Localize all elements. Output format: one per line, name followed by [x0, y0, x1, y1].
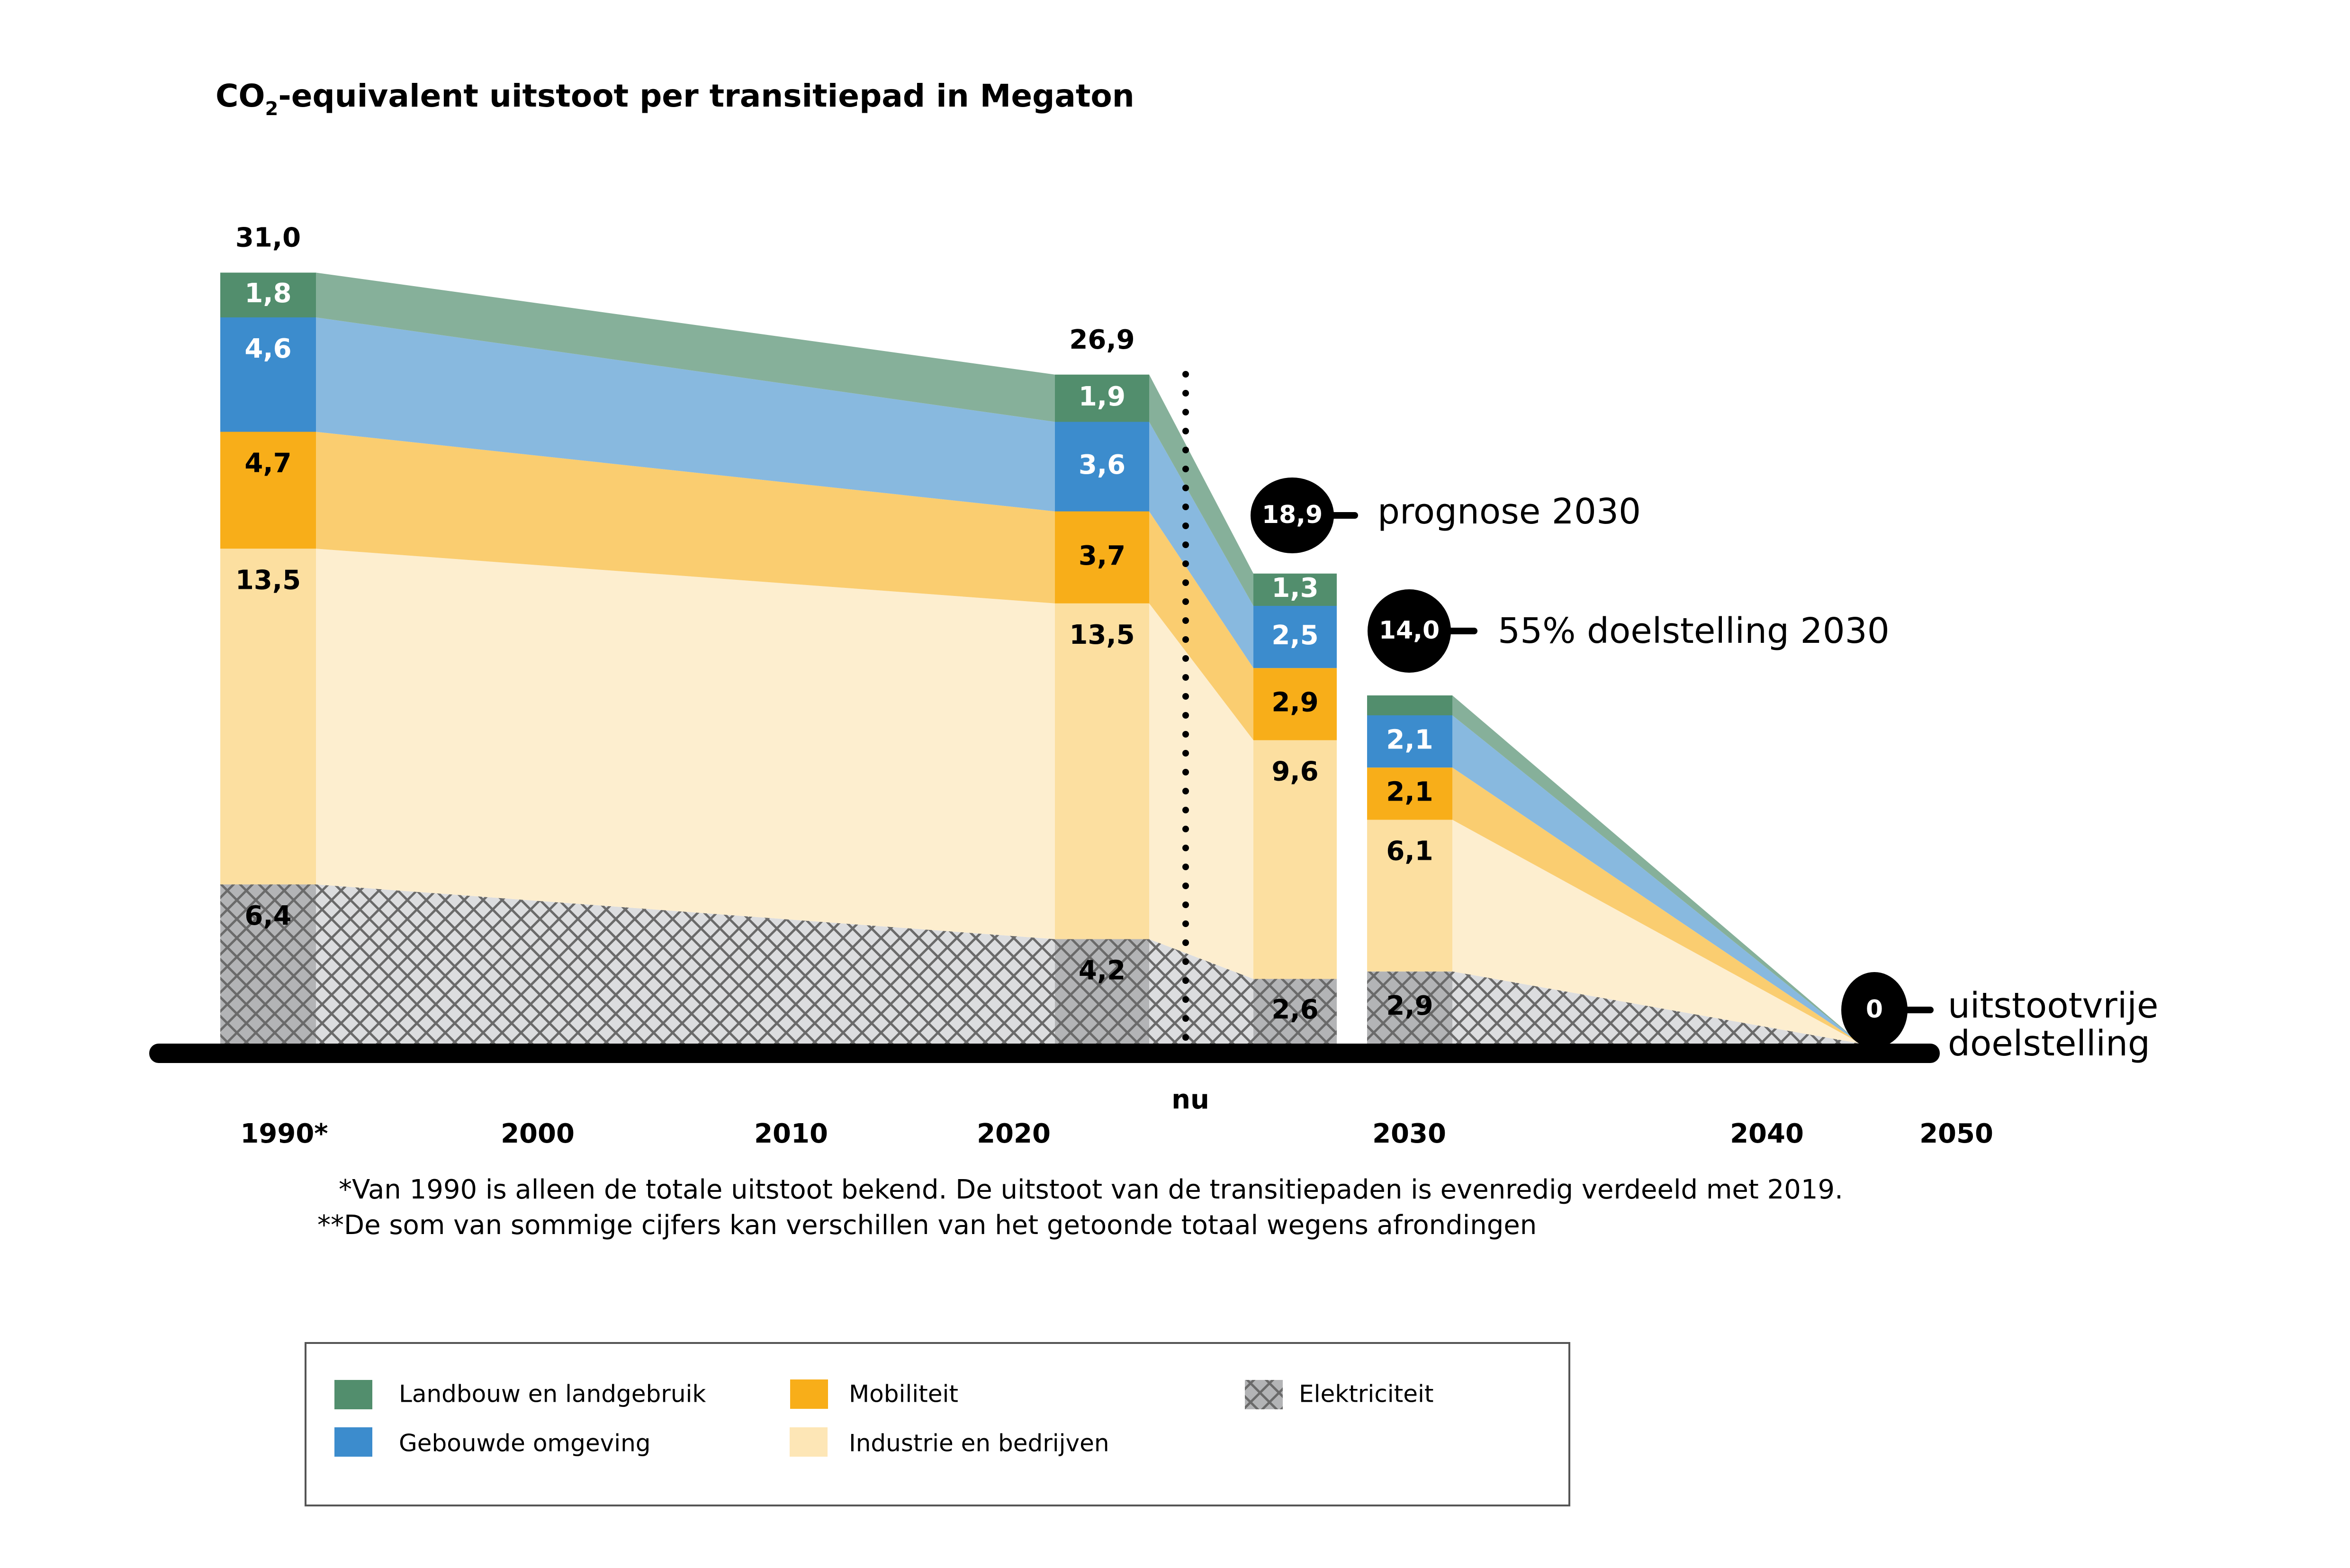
bar-2022-label-industrie: 13,5 [1069, 620, 1134, 650]
bar-2022-segment-elektriciteit [1055, 939, 1149, 1044]
bar-2022-label-gebouwde: 3,6 [1079, 450, 1125, 480]
bar-prognose-2030-segment-gebouwde [1253, 606, 1337, 668]
legend-item-landbouw: Landbouw en landgebruik [334, 1380, 706, 1409]
bar-2022-segment-gebouwde [1055, 422, 1149, 512]
legend-item-industrie: Industrie en bedrijven [790, 1427, 1109, 1457]
bar-doelstelling-2030-segment-landbouw [1367, 695, 1452, 715]
area-industrie-1990-to-2022 [316, 549, 1055, 939]
annotation-doelstelling-2030: 14,0 55% doelstelling 2030 [1368, 589, 1890, 673]
legend-swatch-mobiliteit [790, 1379, 828, 1409]
bar-doelstelling-2030-label-elektriciteit: 2,9 [1386, 991, 1433, 1021]
area-mobiliteit-1990-to-2022 [316, 432, 1055, 604]
badge-doelstelling-2030 [1368, 589, 1451, 673]
bar-doelstelling-2030-segment-mobiliteit [1367, 767, 1452, 820]
legend-label-landbouw: Landbouw en landgebruik [399, 1380, 706, 1408]
legend-label-mobiliteit: Mobiliteit [849, 1380, 958, 1408]
area-elektriciteit-1990-to-2022 [316, 884, 1055, 1044]
legend-label-gebouwde: Gebouwde omgeving [399, 1430, 651, 1457]
bar-1990-segment-gebouwde [220, 317, 316, 432]
x-axis-ticks: 1990* 2000 2010 2020 2030 2040 2050 [240, 1118, 1993, 1149]
badge-prognose-2030 [1251, 478, 1334, 553]
legend-box [305, 1342, 1570, 1506]
bar-2022-segment-mobiliteit [1055, 511, 1149, 604]
bar-prognose-2030-segment-mobiliteit [1253, 668, 1337, 740]
annotation-doelstelling-2050: 0 uitstootvrije doelstelling [1841, 972, 2158, 1064]
bar-1990-segment-mobiliteit [220, 432, 316, 549]
annotation-prognose-2030-text: prognose 2030 [1378, 491, 1641, 532]
bar-1990-total: 31,0 [235, 223, 301, 253]
area-landbouw-doelstelling-2030-to-doelstelling-2050 [1452, 695, 1861, 1044]
total-labels: 31,0 26,9 [235, 223, 1135, 355]
annotation-prognose-2030: 18,9 prognose 2030 [1251, 478, 1641, 553]
bar-1990-label-gebouwde: 4,6 [244, 333, 291, 364]
stacked-bars [220, 272, 1452, 1044]
x-tick-1990: 1990* [240, 1118, 328, 1149]
annotation-doelstelling-2050-text-2: doelstelling [1948, 1023, 2150, 1064]
footnote-2: **De som van sommige cijfers kan verschi… [317, 1210, 1537, 1241]
badge-prognose-2030-value: 18,9 [1262, 501, 1323, 529]
badge-doelstelling-2050 [1841, 972, 1908, 1048]
connecting-areas [316, 272, 1861, 1044]
footnote-1: *Van 1990 is alleen de totale uitstoot b… [339, 1174, 1843, 1205]
x-tick-2030: 2030 [1372, 1118, 1446, 1149]
area-mobiliteit-2022-to-prognose-2030 [1149, 511, 1253, 740]
bar-prognose-2030-label-gebouwde: 2,5 [1271, 620, 1318, 651]
area-gebouwde-1990-to-2022 [316, 317, 1055, 512]
badge-doelstelling-2050-value: 0 [1866, 995, 1883, 1024]
area-gebouwde-2022-to-prognose-2030 [1149, 422, 1253, 668]
bar-prognose-2030-segment-landbouw [1253, 573, 1337, 606]
bar-prognose-2030-label-elektriciteit: 2,6 [1271, 994, 1318, 1025]
bar-2022-label-elektriciteit: 4,2 [1079, 955, 1125, 986]
bar-1990-label-landbouw: 1,8 [244, 278, 291, 309]
bar-prognose-2030-label-landbouw: 1,3 [1271, 573, 1318, 604]
x-tick-2010: 2010 [754, 1118, 828, 1149]
bar-prognose-2030-label-mobiliteit: 2,9 [1271, 687, 1318, 718]
bar-2022-segment-industrie [1055, 603, 1149, 939]
bar-doelstelling-2030-segment-gebouwde [1367, 715, 1452, 768]
badge-doelstelling-2030-value: 14,0 [1379, 616, 1440, 645]
bar-prognose-2030-segment-industrie [1253, 740, 1337, 979]
x-tick-2040: 2040 [1730, 1118, 1804, 1149]
bar-doelstelling-2030-segment-elektriciteit [1367, 971, 1452, 1044]
bar-1990-label-industrie: 13,5 [235, 565, 301, 595]
now-label: nu [1171, 1084, 1209, 1115]
area-landbouw-1990-to-2022 [316, 272, 1055, 422]
annotation-doelstelling-2050-text-1: uitstootvrije [1948, 985, 2158, 1026]
legend-label-elektriciteit: Elektriciteit [1299, 1380, 1434, 1408]
legend-swatch-industrie [790, 1427, 828, 1457]
legend-swatch-gebouwde [334, 1427, 372, 1457]
x-tick-2050: 2050 [1919, 1118, 1993, 1149]
x-tick-2000: 2000 [501, 1118, 575, 1149]
chart-title: CO2-equivalent uitstoot per transitiepad… [216, 78, 1134, 120]
legend-swatch-elektriciteit [1245, 1380, 1283, 1409]
area-landbouw-2022-to-prognose-2030 [1149, 374, 1253, 606]
area-elektriciteit-2022-to-prognose-2030 [1149, 939, 1253, 1044]
legend-label-industrie: Industrie en bedrijven [849, 1430, 1109, 1457]
bar-doelstelling-2030-label-mobiliteit: 2,1 [1386, 777, 1433, 808]
bar-2022-total: 26,9 [1069, 324, 1134, 355]
bar-1990-label-elektriciteit: 6,4 [244, 901, 291, 931]
legend-item-elektriciteit: Elektriciteit [1245, 1380, 1434, 1409]
bar-prognose-2030-label-industrie: 9,6 [1271, 757, 1318, 787]
bar-doelstelling-2030-label-gebouwde: 2,1 [1386, 724, 1433, 755]
bar-doelstelling-2030-segment-industrie [1367, 820, 1452, 972]
area-industrie-2022-to-prognose-2030 [1149, 603, 1253, 979]
segment-labels: 6,4 13,5 4,7 4,6 1,8 4,2 13,5 3,7 3,6 1,9 2,6 9,6 2,… [235, 278, 1433, 1025]
baseline-axis [149, 1044, 1940, 1063]
bar-2022-label-landbouw: 1,9 [1079, 381, 1125, 412]
bar-1990-label-mobiliteit: 4,7 [244, 448, 291, 479]
bar-doelstelling-2030-label-industrie: 6,1 [1386, 836, 1433, 867]
bar-1990-segment-elektriciteit [220, 884, 316, 1044]
bar-2022-segment-landbouw [1055, 374, 1149, 422]
bar-2022-label-mobiliteit: 3,7 [1079, 541, 1125, 571]
x-tick-2020: 2020 [977, 1118, 1051, 1149]
bar-1990-segment-landbouw [220, 272, 316, 317]
bar-prognose-2030-segment-elektriciteit [1253, 979, 1337, 1044]
legend-item-gebouwde: Gebouwde omgeving [334, 1427, 651, 1457]
legend-swatch-landbouw [334, 1380, 372, 1409]
bar-1990-segment-industrie [220, 549, 316, 884]
legend-item-mobiliteit: Mobiliteit [790, 1379, 958, 1409]
annotation-doelstelling-2030-text: 55% doelstelling 2030 [1498, 611, 1890, 651]
